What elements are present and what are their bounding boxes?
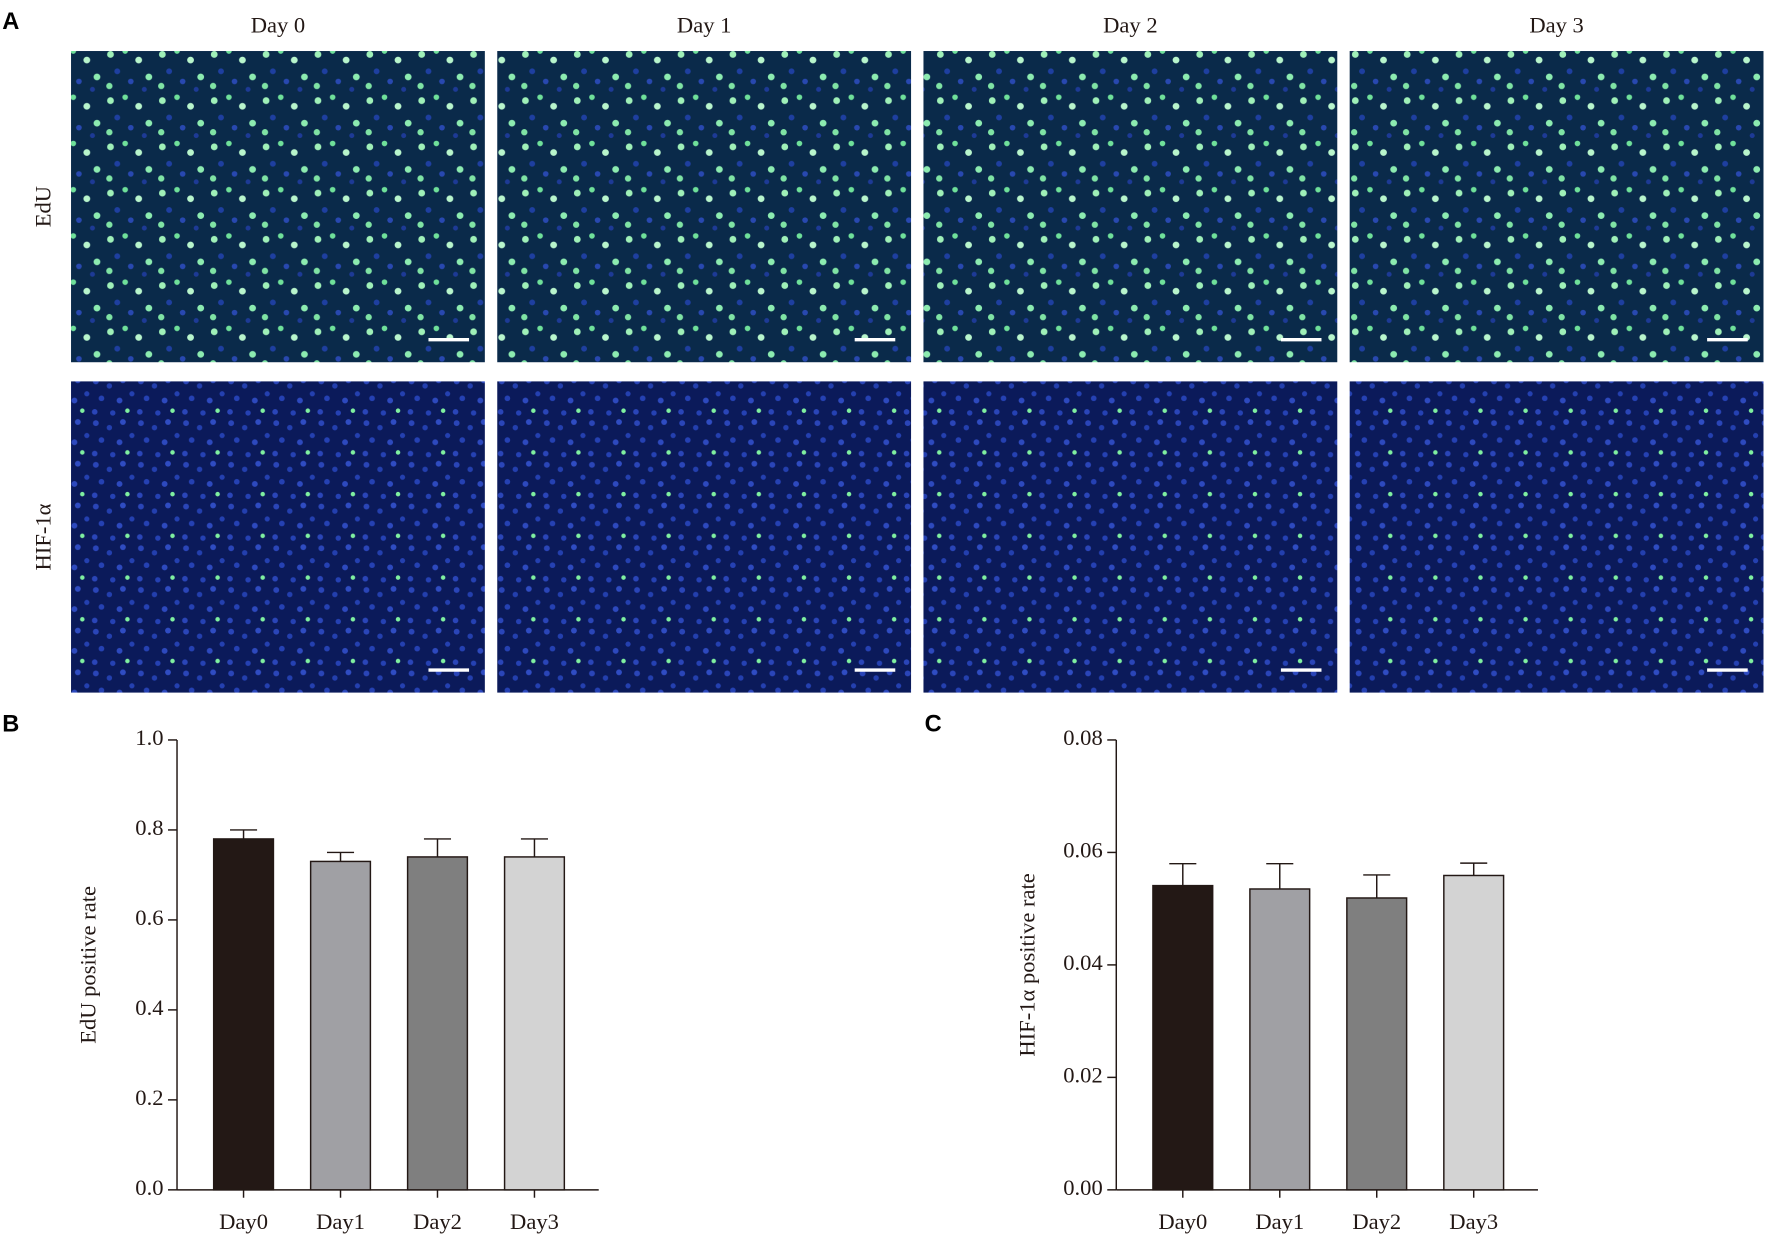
bar bbox=[1152, 884, 1214, 1191]
x-tick-label: Day0 bbox=[219, 1209, 268, 1234]
bar bbox=[406, 856, 469, 1191]
y-tick-label: 0.4 bbox=[135, 995, 163, 1020]
charts: EdU positive rate 0.0 0.2 0.4 0.6 0.8 1.0 Day0 D… bbox=[75, 725, 1538, 1234]
y-tick-label: 0.04 bbox=[1063, 950, 1102, 975]
x-tick-label: Day3 bbox=[1449, 1209, 1498, 1234]
error-bar bbox=[1169, 862, 1197, 886]
micrograph bbox=[71, 51, 485, 363]
x-tick-label: Day3 bbox=[510, 1209, 559, 1234]
y-axis-label: HIF-1α positive rate bbox=[1015, 873, 1040, 1056]
y-tick-label: 0.2 bbox=[135, 1085, 163, 1110]
bar bbox=[1443, 874, 1505, 1191]
error-bar bbox=[230, 829, 258, 839]
micrograph bbox=[497, 381, 912, 693]
bar bbox=[1346, 897, 1408, 1191]
y-tick-label: 1.0 bbox=[135, 725, 163, 750]
x-tick-label: Day2 bbox=[1352, 1209, 1401, 1234]
bar bbox=[309, 860, 372, 1191]
x-tick-label: Day1 bbox=[1255, 1209, 1304, 1234]
x-tick-label: Day2 bbox=[413, 1209, 462, 1234]
micrograph bbox=[923, 51, 1338, 363]
y-tick-label: 0.00 bbox=[1063, 1175, 1102, 1200]
micrograph bbox=[923, 381, 1338, 693]
micrograph bbox=[71, 381, 485, 693]
micrograph bbox=[1349, 51, 1764, 363]
bar bbox=[1249, 888, 1311, 1191]
bar bbox=[503, 856, 566, 1191]
micrograph-grid: Day 0 Day 1 Day 2 Day 3 EdU HIF-1α bbox=[30, 13, 1764, 693]
y-tick-label: 0.02 bbox=[1063, 1063, 1102, 1088]
y-tick-label: 0.6 bbox=[135, 905, 163, 930]
error-bar bbox=[1363, 874, 1391, 898]
x-tick-label: Day0 bbox=[1158, 1209, 1207, 1234]
bar bbox=[212, 838, 275, 1191]
error-bar bbox=[1266, 862, 1294, 889]
column-label: Day 1 bbox=[677, 13, 731, 38]
error-bar bbox=[520, 838, 548, 857]
error-bar bbox=[326, 851, 355, 862]
column-label: Day 0 bbox=[251, 13, 305, 38]
y-tick-label: 0.8 bbox=[135, 815, 163, 840]
y-tick-label: 0.0 bbox=[135, 1175, 163, 1200]
panel-label: A bbox=[2, 9, 19, 35]
y-tick-label: 0.06 bbox=[1063, 838, 1102, 863]
column-label: Day 3 bbox=[1529, 13, 1583, 38]
x-tick-label: Day1 bbox=[316, 1209, 365, 1234]
row-label: HIF-1α bbox=[30, 503, 55, 570]
y-tick-label: 0.08 bbox=[1063, 725, 1102, 750]
y-axis-label: EdU positive rate bbox=[75, 886, 100, 1044]
panel-label: B bbox=[2, 712, 19, 738]
column-label: Day 2 bbox=[1103, 13, 1157, 38]
panel-label: C bbox=[925, 712, 942, 738]
row-label: EdU bbox=[30, 186, 55, 227]
error-bar bbox=[423, 838, 452, 857]
micrograph bbox=[497, 51, 912, 363]
micrograph bbox=[1349, 381, 1764, 693]
error-bar bbox=[1460, 862, 1488, 876]
